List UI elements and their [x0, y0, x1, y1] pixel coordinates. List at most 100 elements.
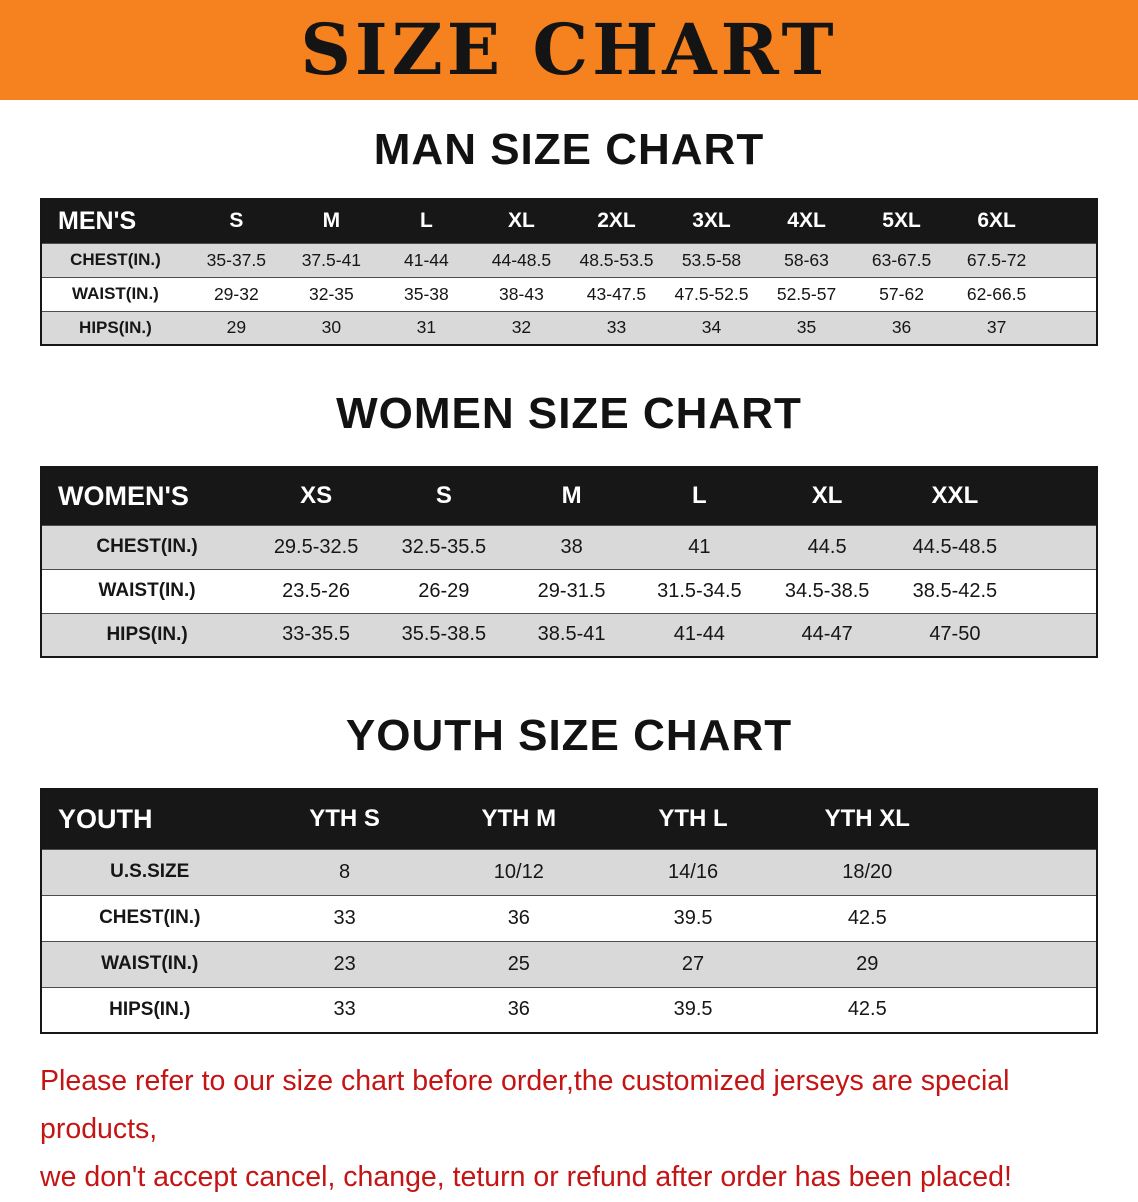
- data-cell: 32-35: [283, 276, 379, 312]
- column-header: XL: [763, 467, 892, 525]
- data-cell: 62-66.5: [949, 276, 1045, 312]
- spacer-cell: [1044, 199, 1097, 243]
- table-row: CHEST(IN.) 29.5-32.5 32.5-35.5 38 41 44.5 44.5…: [41, 524, 1097, 570]
- data-cell: 18/20: [780, 848, 955, 896]
- table-corner-label: MEN'S: [41, 199, 189, 243]
- data-cell: 36: [854, 310, 950, 346]
- spacer-cell: [954, 789, 1097, 849]
- table-row: HIPS(IN.) 29 30 31 32 33 34 35 36 37: [41, 310, 1097, 346]
- column-header: XS: [252, 467, 380, 525]
- column-header: 5XL: [854, 199, 950, 243]
- column-header: M: [283, 199, 379, 243]
- data-cell: 41-44: [378, 242, 474, 278]
- youth-size-section: YOUTH SIZE CHART YOUTH YTH S YTH M YTH L YTH …: [0, 714, 1138, 1034]
- table-row: HIPS(IN.) 33 36 39.5 42.5: [41, 986, 1097, 1034]
- row-label: HIPS(IN.): [41, 310, 189, 346]
- data-cell: 33-35.5: [252, 612, 380, 658]
- table-row: HIPS(IN.) 33-35.5 35.5-38.5 38.5-41 41-44 44-…: [41, 612, 1097, 658]
- data-cell: 14/16: [605, 848, 781, 896]
- youth-section-title: YOUTH SIZE CHART: [345, 711, 793, 760]
- column-header: 4XL: [759, 199, 855, 243]
- banner-title: SIZE CHART: [300, 8, 838, 91]
- data-cell: 36: [431, 986, 606, 1034]
- column-header: S: [188, 199, 284, 243]
- data-cell: 43-47.5: [568, 276, 664, 312]
- column-header: 2XL: [568, 199, 664, 243]
- column-header: XXL: [891, 467, 1019, 525]
- notice-line-1: Please refer to our size chart before or…: [40, 1065, 1010, 1145]
- data-cell: 23: [257, 940, 432, 988]
- row-label: WAIST(IN.): [41, 940, 258, 988]
- notice-line-2: we don't accept cancel, change, teturn o…: [40, 1160, 1012, 1193]
- data-cell: 29: [780, 940, 955, 988]
- spacer-cell: [1018, 612, 1097, 658]
- row-label: CHEST(IN.): [41, 242, 189, 278]
- data-cell: 32: [473, 310, 569, 346]
- women-size-section: WOMEN SIZE CHART WOMEN'S XS S M L XL XXL CHEST(I…: [0, 392, 1138, 658]
- column-header: L: [378, 199, 474, 243]
- data-cell: 38.5-41: [507, 612, 636, 658]
- table-row: WAIST(IN.) 23.5-26 26-29 29-31.5 31.5-34.5 34…: [41, 568, 1097, 614]
- data-cell: 52.5-57: [759, 276, 855, 312]
- data-cell: 42.5: [780, 986, 955, 1034]
- men-section-title: MAN SIZE CHART: [373, 125, 765, 174]
- spacer-cell: [1018, 524, 1097, 570]
- data-cell: 58-63: [759, 242, 855, 278]
- women-size-table: WOMEN'S XS S M L XL XXL CHEST(IN.) 29.5-32.5 32.5…: [40, 466, 1098, 658]
- spacer-cell: [954, 894, 1097, 942]
- youth-size-table: YOUTH YTH S YTH M YTH L YTH XL U.S.SIZE 8 10/12…: [40, 788, 1098, 1034]
- data-cell: 29-31.5: [507, 568, 636, 614]
- column-header: L: [635, 467, 764, 525]
- data-cell: 41: [635, 524, 764, 570]
- data-cell: 41-44: [635, 612, 764, 658]
- data-cell: 23.5-26: [252, 568, 380, 614]
- women-section-title: WOMEN SIZE CHART: [336, 389, 802, 438]
- data-cell: 44.5: [763, 524, 892, 570]
- data-cell: 30: [283, 310, 379, 346]
- data-cell: 63-67.5: [854, 242, 950, 278]
- data-cell: 39.5: [605, 986, 781, 1034]
- data-cell: 33: [568, 310, 664, 346]
- data-cell: 29-32: [188, 276, 284, 312]
- data-cell: 35-37.5: [188, 242, 284, 278]
- data-cell: 48.5-53.5: [568, 242, 664, 278]
- data-cell: 35: [759, 310, 855, 346]
- spacer-cell: [954, 986, 1097, 1034]
- row-label: CHEST(IN.): [41, 894, 258, 942]
- row-label: WAIST(IN.): [41, 276, 189, 312]
- spacer-cell: [1018, 467, 1097, 525]
- data-cell: 29.5-32.5: [252, 524, 380, 570]
- data-cell: 39.5: [605, 894, 781, 942]
- data-cell: 38-43: [473, 276, 569, 312]
- size-chart-sections: MAN SIZE CHART MEN'S S M L XL 2XL 3XL 4XL 5XL 6XL C…: [0, 128, 1138, 1034]
- table-corner-label: YOUTH: [41, 789, 258, 849]
- row-label: HIPS(IN.): [41, 612, 253, 658]
- spacer-cell: [1018, 568, 1097, 614]
- data-cell: 42.5: [780, 894, 955, 942]
- data-cell: 25: [431, 940, 606, 988]
- data-cell: 27: [605, 940, 781, 988]
- data-cell: 33: [257, 986, 432, 1034]
- row-label: HIPS(IN.): [41, 986, 258, 1034]
- data-cell: 36: [431, 894, 606, 942]
- data-cell: 31: [378, 310, 474, 346]
- column-header: YTH L: [605, 789, 781, 849]
- column-header: 6XL: [949, 199, 1045, 243]
- data-cell: 57-62: [854, 276, 950, 312]
- data-cell: 34.5-38.5: [763, 568, 892, 614]
- header-row: WOMEN'S XS S M L XL XXL: [41, 467, 1097, 525]
- data-cell: 67.5-72: [949, 242, 1045, 278]
- data-cell: 44.5-48.5: [891, 524, 1019, 570]
- data-cell: 38.5-42.5: [891, 568, 1019, 614]
- data-cell: 35-38: [378, 276, 474, 312]
- table-row: U.S.SIZE 8 10/12 14/16 18/20: [41, 848, 1097, 896]
- spacer-cell: [1044, 276, 1097, 312]
- data-cell: 53.5-58: [663, 242, 760, 278]
- column-header: YTH XL: [780, 789, 955, 849]
- data-cell: 38: [507, 524, 636, 570]
- header-row: YOUTH YTH S YTH M YTH L YTH XL: [41, 789, 1097, 849]
- table-row: WAIST(IN.) 23 25 27 29: [41, 940, 1097, 988]
- data-cell: 34: [663, 310, 760, 346]
- column-header: YTH M: [431, 789, 606, 849]
